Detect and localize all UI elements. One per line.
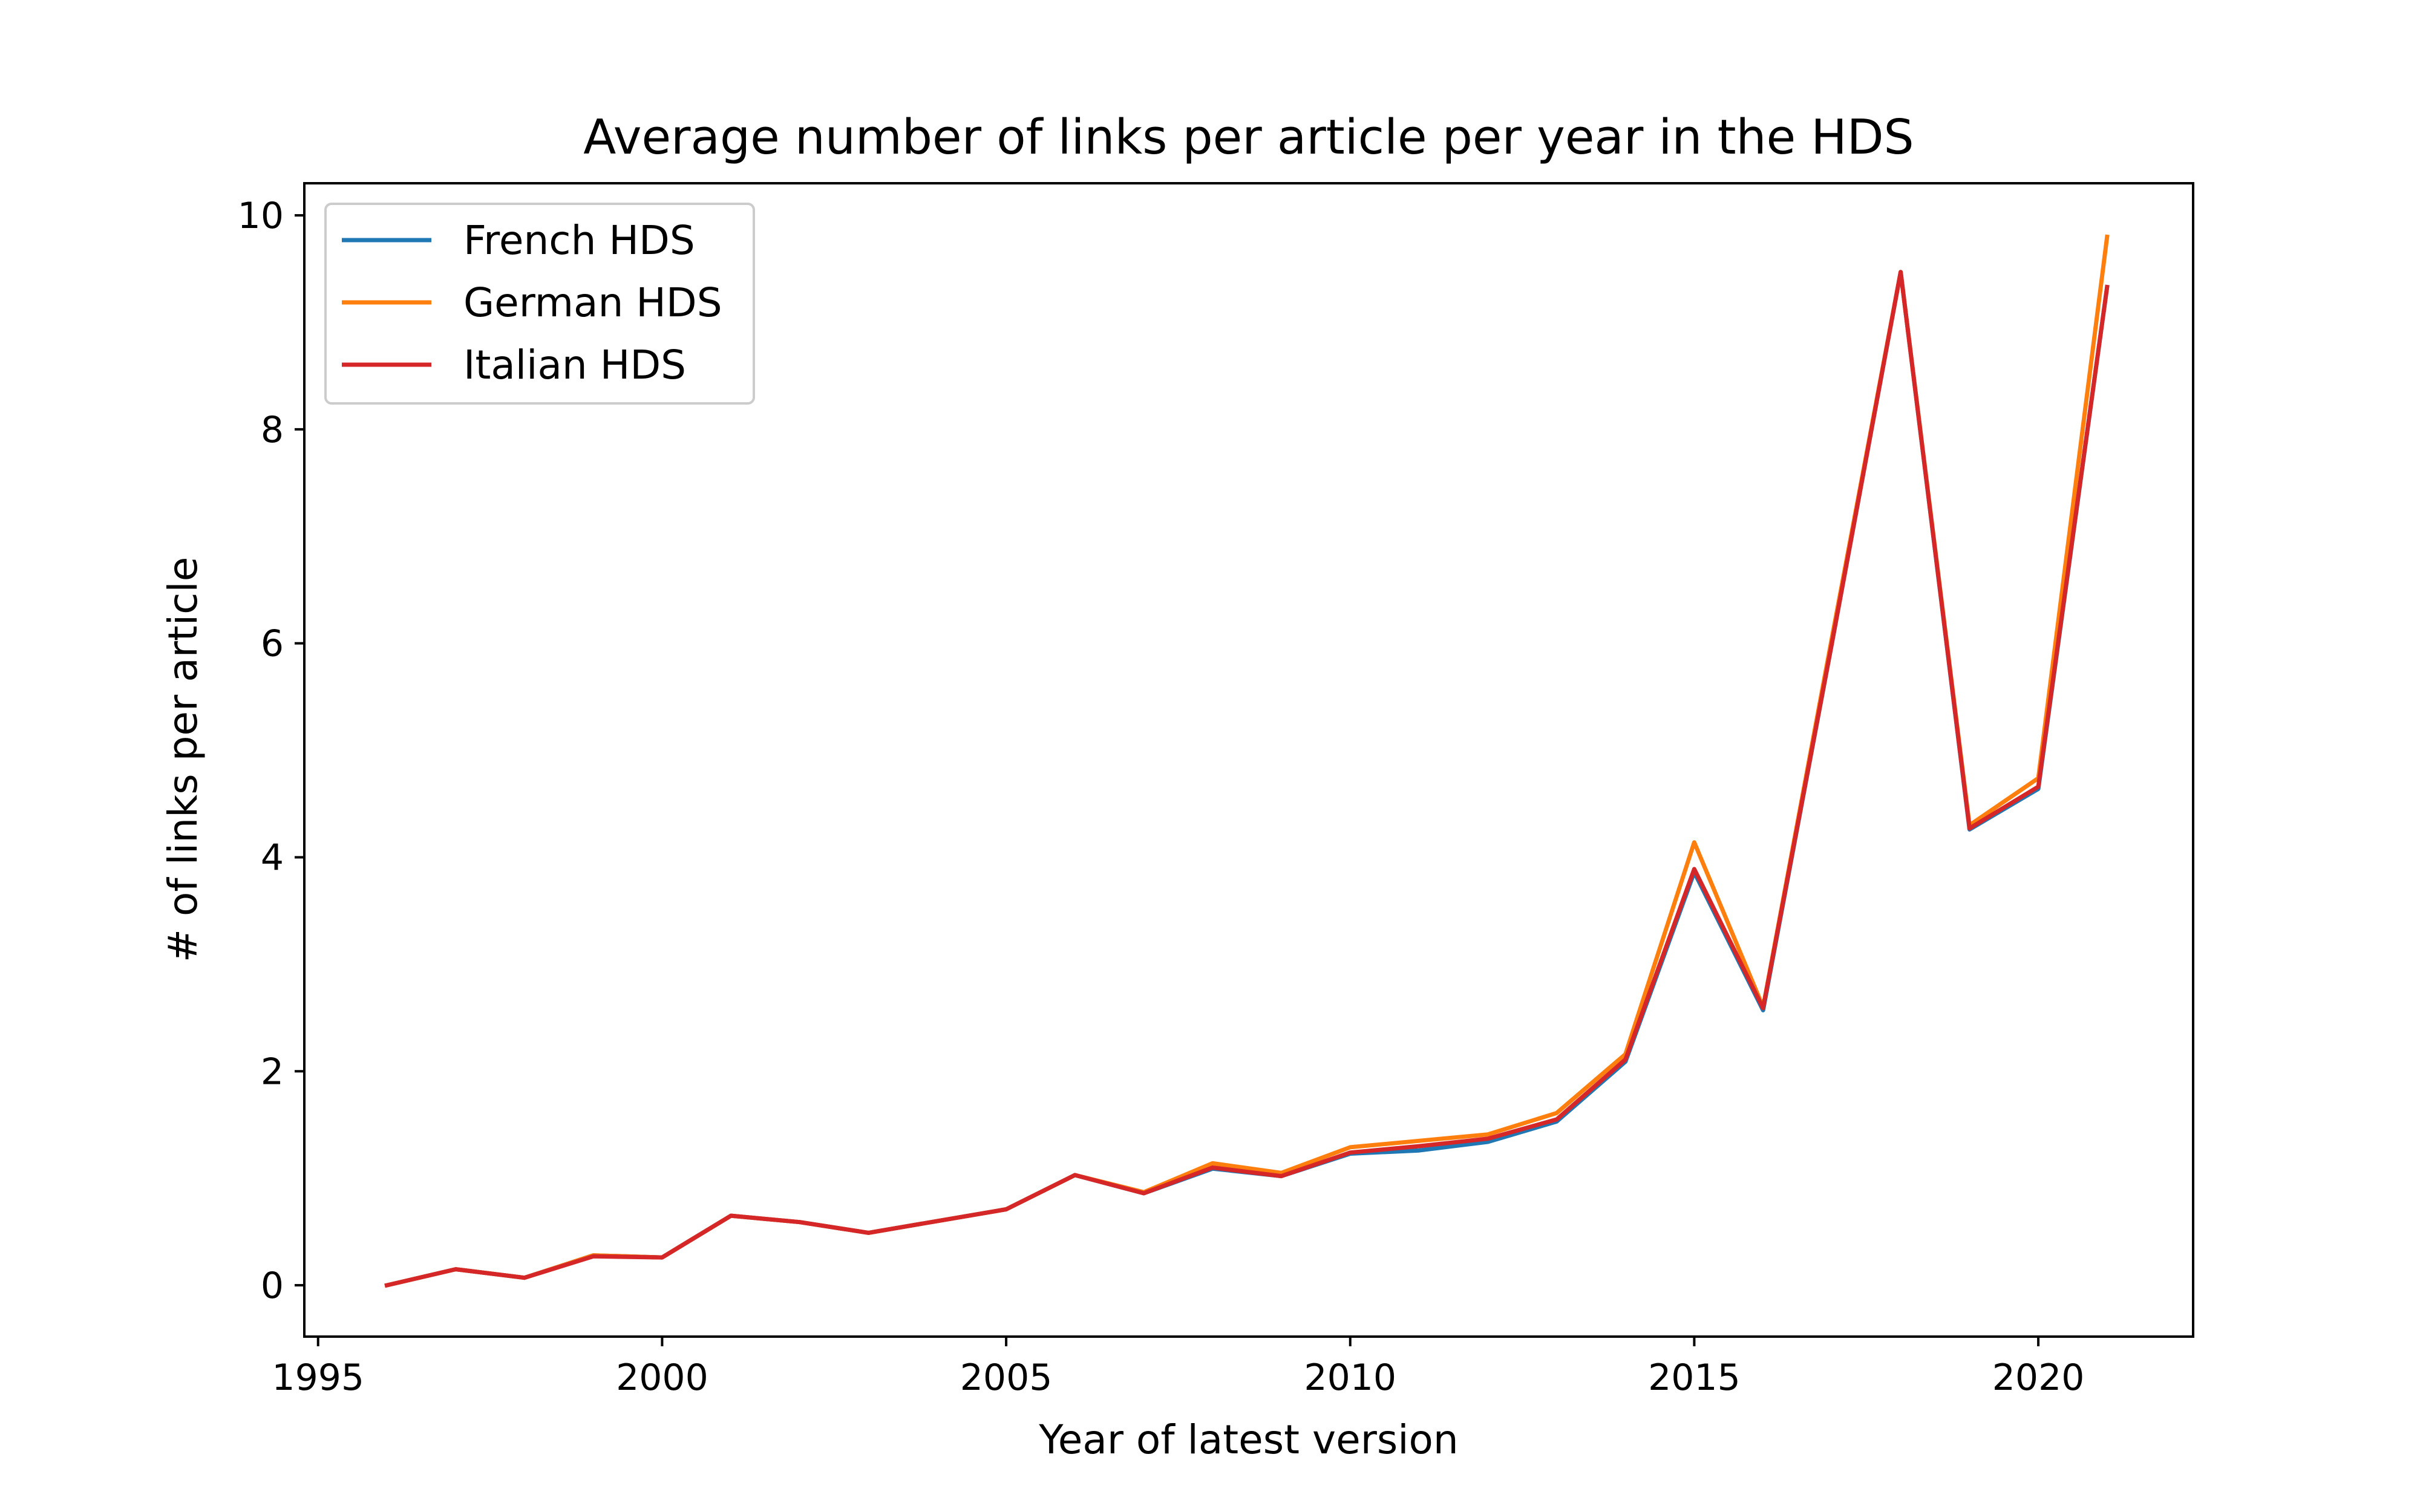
y-axis: 0 2 4 6 8 10	[238, 195, 304, 1307]
series-layer	[384, 234, 2110, 1288]
legend: French HDS German HDS Italian HDS	[324, 203, 755, 405]
x-tick-label: 1995	[272, 1357, 364, 1399]
legend-label-1: French HDS	[463, 217, 695, 264]
y-axis-label: # of links per article	[160, 557, 206, 963]
y-tick-label: 0	[261, 1265, 284, 1307]
y-tick-label: 4	[261, 836, 284, 879]
x-tick-label: 2010	[1304, 1357, 1396, 1399]
legend-label-3: Italian HDS	[463, 342, 686, 388]
x-axis: 1995 2000 2005 2010 2015 2020	[272, 1337, 2084, 1399]
series-line-3	[384, 270, 2110, 1288]
plot-frame	[303, 182, 2194, 1338]
x-tick-label: 2000	[616, 1357, 708, 1399]
y-tick-label: 2	[261, 1051, 284, 1093]
y-tick-label: 8	[261, 409, 284, 451]
y-tick-label: 6	[261, 623, 284, 665]
plot-area	[303, 182, 2194, 1338]
legend-box	[324, 203, 755, 405]
legend-label-2: German HDS	[463, 279, 722, 326]
chart-title: Average number of links per article per …	[583, 109, 1914, 165]
y-tick-label: 10	[238, 195, 284, 237]
x-tick-label: 2005	[960, 1357, 1053, 1399]
x-tick-label: 2015	[1648, 1357, 1741, 1399]
x-tick-label: 2020	[1992, 1357, 2085, 1399]
x-axis-label: Year of latest version	[1038, 1416, 1459, 1463]
